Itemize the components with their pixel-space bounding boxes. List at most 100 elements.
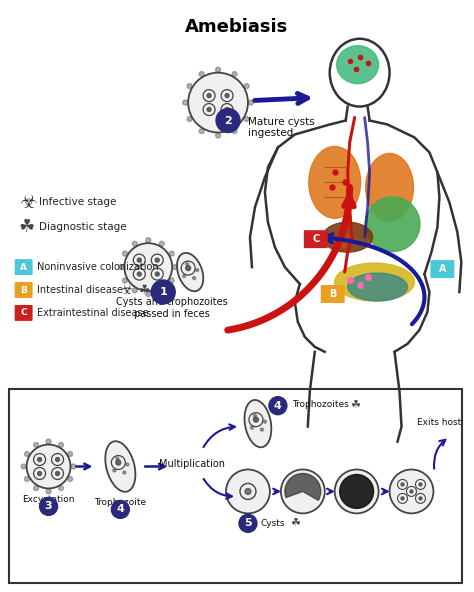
Circle shape bbox=[137, 258, 141, 262]
FancyBboxPatch shape bbox=[321, 285, 345, 303]
Text: C: C bbox=[312, 234, 319, 244]
Circle shape bbox=[248, 100, 254, 105]
Ellipse shape bbox=[323, 222, 373, 252]
Circle shape bbox=[25, 452, 29, 456]
Circle shape bbox=[419, 497, 422, 500]
Circle shape bbox=[186, 266, 191, 271]
Ellipse shape bbox=[177, 253, 203, 291]
Circle shape bbox=[132, 288, 137, 293]
Text: Mature cysts
ingested: Mature cysts ingested bbox=[248, 117, 315, 139]
Circle shape bbox=[254, 417, 258, 422]
Circle shape bbox=[124, 243, 172, 291]
Circle shape bbox=[245, 488, 251, 494]
Circle shape bbox=[132, 242, 137, 246]
Text: Infective stage: Infective stage bbox=[38, 197, 116, 207]
Circle shape bbox=[68, 477, 73, 481]
Circle shape bbox=[225, 108, 229, 111]
Circle shape bbox=[390, 469, 433, 513]
Text: Intestinal disease: Intestinal disease bbox=[36, 285, 123, 295]
Text: Cysts: Cysts bbox=[261, 519, 285, 528]
Circle shape bbox=[226, 469, 270, 513]
Circle shape bbox=[254, 414, 256, 417]
Circle shape bbox=[122, 278, 128, 283]
Circle shape bbox=[216, 108, 240, 133]
Text: Amebiasis: Amebiasis bbox=[185, 18, 289, 36]
Circle shape bbox=[146, 237, 151, 243]
Circle shape bbox=[21, 464, 26, 469]
Circle shape bbox=[122, 251, 128, 256]
Circle shape bbox=[225, 94, 229, 98]
Circle shape bbox=[188, 73, 248, 133]
Circle shape bbox=[40, 497, 57, 516]
Ellipse shape bbox=[309, 146, 361, 218]
FancyBboxPatch shape bbox=[9, 389, 462, 583]
Circle shape bbox=[264, 420, 266, 423]
Ellipse shape bbox=[347, 273, 408, 301]
Circle shape bbox=[123, 471, 126, 474]
FancyBboxPatch shape bbox=[15, 305, 33, 321]
Ellipse shape bbox=[245, 400, 271, 448]
Circle shape bbox=[269, 397, 287, 414]
FancyBboxPatch shape bbox=[15, 282, 33, 298]
Circle shape bbox=[281, 469, 325, 513]
Ellipse shape bbox=[365, 197, 420, 252]
Circle shape bbox=[207, 108, 211, 111]
Circle shape bbox=[186, 263, 189, 266]
Text: Multiplication: Multiplication bbox=[159, 459, 225, 468]
Circle shape bbox=[146, 291, 151, 297]
Text: ☘: ☘ bbox=[138, 284, 149, 297]
Text: 2: 2 bbox=[224, 115, 232, 126]
Text: 5: 5 bbox=[244, 519, 252, 528]
Circle shape bbox=[196, 269, 199, 272]
Circle shape bbox=[55, 471, 60, 475]
Text: Cysts and trophozoites
passed in feces: Cysts and trophozoites passed in feces bbox=[116, 297, 228, 318]
Circle shape bbox=[419, 483, 422, 486]
Ellipse shape bbox=[337, 46, 379, 83]
Text: Trophozoite: Trophozoite bbox=[94, 498, 146, 507]
Text: Trophozoites: Trophozoites bbox=[292, 400, 348, 409]
Circle shape bbox=[116, 457, 119, 460]
Circle shape bbox=[182, 275, 186, 278]
Text: ☘: ☘ bbox=[350, 400, 360, 410]
Circle shape bbox=[37, 458, 42, 462]
Circle shape bbox=[119, 265, 124, 269]
Circle shape bbox=[155, 258, 159, 262]
Circle shape bbox=[239, 514, 257, 532]
Circle shape bbox=[401, 497, 404, 500]
Ellipse shape bbox=[335, 263, 414, 301]
Circle shape bbox=[25, 477, 29, 481]
Circle shape bbox=[58, 485, 64, 491]
Text: A: A bbox=[438, 264, 446, 274]
Circle shape bbox=[410, 490, 413, 493]
Circle shape bbox=[192, 276, 196, 279]
Circle shape bbox=[27, 445, 71, 488]
Text: Extraintestinal disease: Extraintestinal disease bbox=[36, 308, 148, 318]
Text: Noninvasive colonization: Noninvasive colonization bbox=[36, 262, 158, 272]
Circle shape bbox=[232, 72, 237, 76]
Circle shape bbox=[34, 485, 38, 491]
Circle shape bbox=[46, 439, 51, 444]
Text: ☣: ☣ bbox=[120, 283, 133, 297]
Text: 1: 1 bbox=[159, 287, 167, 297]
Circle shape bbox=[216, 67, 220, 72]
Circle shape bbox=[187, 117, 192, 121]
Circle shape bbox=[173, 265, 178, 269]
Circle shape bbox=[159, 242, 164, 246]
FancyBboxPatch shape bbox=[304, 230, 328, 248]
Circle shape bbox=[116, 460, 121, 465]
FancyBboxPatch shape bbox=[15, 259, 33, 275]
Circle shape bbox=[111, 500, 129, 519]
Circle shape bbox=[58, 442, 64, 448]
Text: B: B bbox=[20, 285, 27, 294]
Text: C: C bbox=[20, 308, 27, 317]
Text: Diagnostic stage: Diagnostic stage bbox=[38, 222, 126, 232]
Circle shape bbox=[244, 83, 249, 89]
Circle shape bbox=[207, 94, 211, 98]
Ellipse shape bbox=[105, 441, 136, 492]
Circle shape bbox=[46, 489, 51, 494]
Text: ☘: ☘ bbox=[18, 218, 35, 236]
Circle shape bbox=[199, 72, 204, 76]
Text: 3: 3 bbox=[45, 501, 52, 511]
Text: ☣: ☣ bbox=[18, 193, 36, 212]
Text: Exits host: Exits host bbox=[417, 417, 462, 427]
